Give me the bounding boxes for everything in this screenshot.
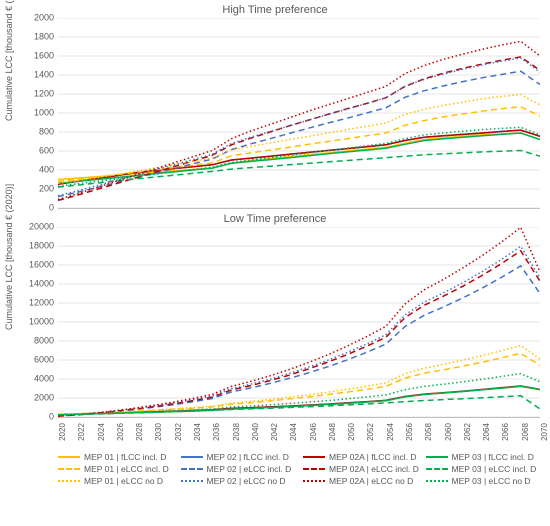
legend-swatch	[58, 468, 80, 470]
legend-swatch	[426, 468, 448, 470]
x-tick: 2032	[174, 423, 183, 441]
y-tick: 8000	[18, 337, 54, 346]
x-tick: 2040	[251, 423, 260, 441]
legend-item: MEP 01 | eLCC no D	[58, 476, 175, 486]
legend-swatch	[181, 468, 203, 470]
x-tick: 2068	[521, 423, 530, 441]
x-tick: 2036	[212, 423, 221, 441]
x-tick: 2050	[347, 423, 356, 441]
plot-svg	[58, 227, 540, 417]
y-tick: 1600	[18, 52, 54, 61]
y-tick: 4000	[18, 375, 54, 384]
y-tick: 0	[18, 413, 54, 422]
legend-label: MEP 03 | eLCC incl. D	[452, 464, 537, 474]
legend-swatch	[426, 456, 448, 458]
x-tick: 2020	[58, 423, 67, 441]
legend-label: MEP 02 | fLCC incl. D	[207, 452, 289, 462]
y-tick: 200	[18, 185, 54, 194]
x-tick: 2062	[463, 423, 472, 441]
legend-label: MEP 01 | fLCC incl. D	[84, 452, 166, 462]
plot-svg	[58, 18, 540, 208]
x-tick: 2034	[193, 423, 202, 441]
x-tick: 2026	[116, 423, 125, 441]
legend-swatch	[58, 480, 80, 482]
x-tick: 2038	[232, 423, 241, 441]
legend-label: MEP 01 | eLCC no D	[84, 476, 163, 486]
chart-top: High Time preference Cumulative LCC [tho…	[0, 0, 550, 209]
legend-swatch	[426, 480, 448, 482]
legend-item: MEP 02A | eLCC no D	[303, 476, 420, 486]
plot-area-bottom: 0200040006000800010000120001400016000180…	[58, 227, 540, 418]
chart-title-top: High Time preference	[0, 0, 550, 18]
legend-item: MEP 03 | fLCC incl. D	[426, 452, 543, 462]
x-tick: 2046	[309, 423, 318, 441]
y-tick: 800	[18, 128, 54, 137]
legend-item: MEP 02 | fLCC incl. D	[181, 452, 298, 462]
legend-label: MEP 03 | fLCC incl. D	[452, 452, 534, 462]
x-tick: 2064	[482, 423, 491, 441]
legend-item: MEP 02A | fLCC incl. D	[303, 452, 420, 462]
x-tick: 2044	[289, 423, 298, 441]
series-m02_e_n	[58, 58, 540, 196]
x-tick: 2070	[540, 423, 549, 441]
y-tick: 1000	[18, 109, 54, 118]
y-axis-label-top: Cumulative LCC [thousand € (2020)]	[4, 107, 14, 121]
legend: MEP 01 | fLCC incl. D MEP 02 | fLCC incl.…	[0, 448, 550, 492]
legend-item: MEP 02 | eLCC no D	[181, 476, 298, 486]
y-tick: 400	[18, 166, 54, 175]
x-tick: 2028	[135, 423, 144, 441]
series-m01_e_n	[58, 346, 540, 415]
legend-item: MEP 01 | eLCC incl. D	[58, 464, 175, 474]
chart-bottom: Low Time preference Cumulative LCC [thou…	[0, 209, 550, 448]
legend-label: MEP 02 | eLCC incl. D	[207, 464, 292, 474]
x-tick: 2060	[444, 423, 453, 441]
legend-item: MEP 03 | eLCC no D	[426, 476, 543, 486]
legend-swatch	[58, 456, 80, 458]
x-axis: 2020 2022 2024 2026 2028 2030 2032 2034 2036 2038…	[58, 418, 540, 448]
x-tick: 2052	[366, 423, 375, 441]
y-tick: 12000	[18, 299, 54, 308]
x-tick: 2024	[97, 423, 106, 441]
legend-item: MEP 02A | eLCC incl. D	[303, 464, 420, 474]
y-tick: 600	[18, 147, 54, 156]
legend-swatch	[303, 468, 325, 470]
legend-label: MEP 02A | fLCC incl. D	[329, 452, 417, 462]
legend-label: MEP 02A | eLCC incl. D	[329, 464, 419, 474]
legend-label: MEP 02A | eLCC no D	[329, 476, 413, 486]
x-tick: 2048	[328, 423, 337, 441]
x-tick: 2042	[270, 423, 279, 441]
legend-label: MEP 02 | eLCC no D	[207, 476, 286, 486]
page: High Time preference Cumulative LCC [tho…	[0, 0, 550, 526]
y-tick: 10000	[18, 318, 54, 327]
y-axis-label-bottom: Cumulative LCC [thousand € (2020)]	[4, 316, 14, 330]
legend-swatch	[181, 456, 203, 458]
y-tick: 1400	[18, 71, 54, 80]
legend-item: MEP 03 | eLCC incl. D	[426, 464, 543, 474]
y-tick: 2000	[18, 14, 54, 23]
x-tick: 2054	[386, 423, 395, 441]
y-tick: 18000	[18, 242, 54, 251]
y-tick: 6000	[18, 356, 54, 365]
series-m03_f_d	[58, 133, 540, 183]
y-tick: 1800	[18, 33, 54, 42]
y-tick: 2000	[18, 394, 54, 403]
legend-label: MEP 03 | eLCC no D	[452, 476, 531, 486]
y-tick: 14000	[18, 280, 54, 289]
y-tick: 20000	[18, 223, 54, 232]
y-tick: 16000	[18, 261, 54, 270]
chart-title-bottom: Low Time preference	[0, 209, 550, 227]
x-tick: 2056	[405, 423, 414, 441]
plot-area-top: 0200400600800100012001400160018002000	[58, 18, 540, 209]
legend-item: MEP 02 | eLCC incl. D	[181, 464, 298, 474]
legend-label: MEP 01 | eLCC incl. D	[84, 464, 169, 474]
x-tick: 2058	[424, 423, 433, 441]
y-tick: 1200	[18, 90, 54, 99]
legend-swatch	[303, 480, 325, 482]
legend-swatch	[181, 480, 203, 482]
legend-swatch	[303, 456, 325, 458]
legend-item: MEP 01 | fLCC incl. D	[58, 452, 175, 462]
x-tick: 2066	[501, 423, 510, 441]
x-tick: 2022	[77, 423, 86, 441]
x-tick: 2030	[154, 423, 163, 441]
